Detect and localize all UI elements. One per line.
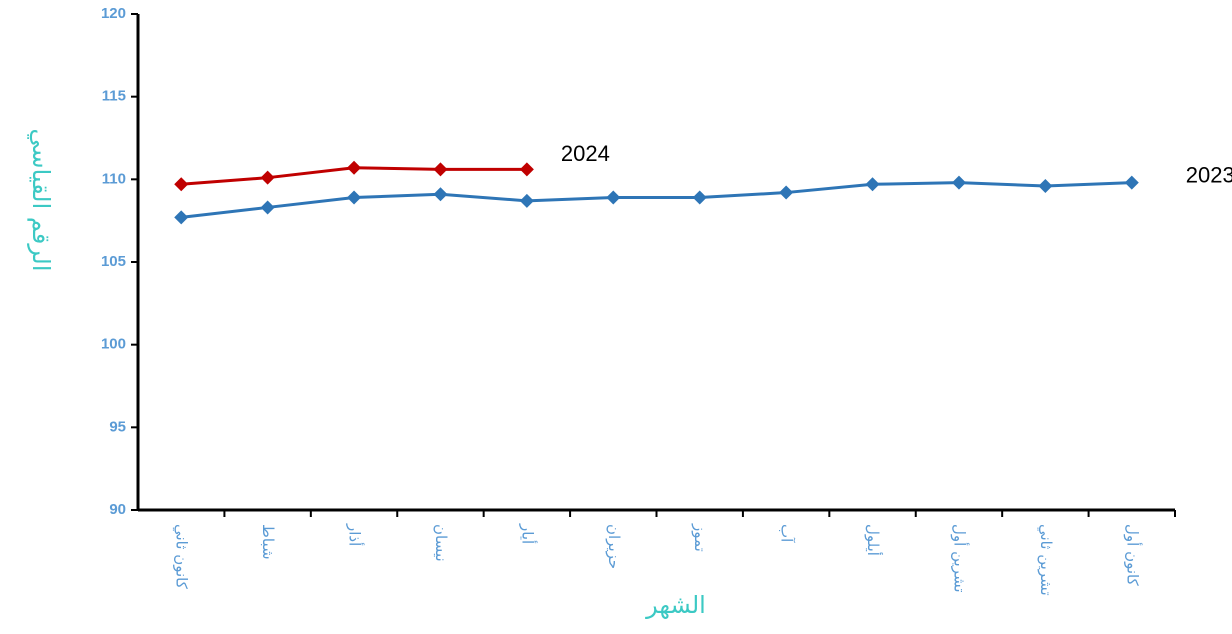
x-axis-title: الشهر [645, 591, 706, 619]
data-point [1038, 178, 1053, 193]
data-point [779, 185, 794, 200]
series-label: 2023 [1186, 162, 1232, 187]
data-point [174, 210, 189, 225]
x-tick-label: شباط [259, 524, 277, 560]
y-tick-label: 120 [101, 5, 126, 22]
y-tick-label: 110 [102, 170, 126, 187]
y-tick-label: 95 [109, 418, 126, 435]
x-tick-label: تشرين ثاني [1036, 524, 1055, 596]
data-point [606, 190, 621, 205]
x-tick-label: تموز [691, 523, 709, 552]
x-tick-label: تشرين أول [950, 524, 969, 593]
data-point [951, 175, 966, 190]
data-point [174, 177, 189, 192]
x-tick-label: أيار [518, 523, 537, 544]
data-point [519, 193, 534, 208]
x-tick-label: حزيران [605, 524, 623, 569]
series-label: 2024 [561, 141, 610, 166]
y-tick-label: 105 [101, 253, 126, 270]
data-point [260, 200, 275, 215]
x-tick-label: أيلول [864, 524, 883, 556]
data-point [260, 170, 275, 185]
data-point [433, 162, 448, 177]
data-point [692, 190, 707, 205]
data-point [519, 162, 534, 177]
data-point [1124, 175, 1139, 190]
y-tick-label: 100 [101, 336, 126, 353]
x-tick-label: أذار [346, 523, 365, 546]
data-point [433, 187, 448, 202]
x-tick-label: كانون ثاني [172, 524, 191, 590]
series-line [181, 181, 1132, 219]
y-tick-label: 90 [109, 501, 126, 518]
y-axis-title: الرقم القياسي [27, 128, 55, 271]
data-point [347, 190, 362, 205]
data-point [865, 177, 880, 192]
x-tick-label: آب [778, 524, 796, 543]
x-tick-label: نيسان [432, 524, 450, 562]
data-point [347, 160, 362, 175]
x-tick-label: كانون أول [1123, 524, 1142, 587]
y-tick-label: 115 [102, 88, 126, 105]
